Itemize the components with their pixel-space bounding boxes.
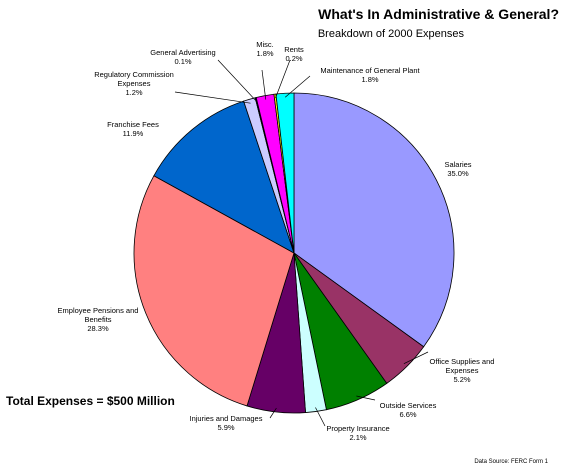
slice-salaries — [293, 92, 455, 348]
slice-employee-pensions — [133, 175, 295, 407]
slice-maintenance-general-plant — [275, 92, 295, 254]
leader-line-maintenance-general-plant — [284, 75, 311, 98]
slice-label-injuries-damages: Injuries and Damages 5.9% — [190, 414, 263, 432]
slice-label-general-advertising: General Advertising 0.1% — [150, 48, 215, 66]
slice-labels: Salaries 35.0% Office Supplies and Expenses… — [58, 40, 495, 442]
leader-lines — [174, 59, 429, 427]
data-source-note: Data Source: FERC Form 1 — [474, 459, 548, 465]
slice-label-maintenance-general-plant: Maintenance of General Plant 1.8% — [320, 66, 420, 84]
slice-label-salaries: Salaries 35.0% — [444, 160, 471, 178]
leader-line-regulatory-commission — [174, 91, 251, 104]
leader-line-injuries-damages — [269, 407, 277, 419]
slice-label-rents: Rents 0.2% — [284, 45, 304, 63]
slice-label-regulatory-commission: Regulatory Commission Expenses 1.2% — [94, 70, 174, 97]
leader-line-misc — [261, 69, 267, 100]
leader-line-rents — [275, 59, 291, 99]
slice-franchise-fees — [153, 100, 295, 254]
slice-label-misc: Misc. 1.8% — [256, 40, 274, 58]
slice-label-property-insurance: Property Insurance 2.1% — [326, 424, 389, 442]
slice-label-franchise-fees: Franchise Fees 11.9% — [107, 120, 159, 138]
slice-label-employee-pensions: Employee Pensions and Benefits 28.3% — [58, 306, 139, 333]
chart-subtitle: Breakdown of 2000 Expenses — [318, 28, 465, 40]
total-expenses-label: Total Expenses = $500 Million — [6, 394, 175, 408]
slice-label-outside-services: Outside Services 6.6% — [380, 401, 437, 419]
slice-label-office-supplies: Office Supplies and Expenses 5.2% — [430, 357, 495, 384]
chart-title: What's In Administrative & General? — [318, 6, 559, 22]
leader-line-property-insurance — [315, 407, 326, 427]
leader-line-office-supplies — [403, 351, 429, 365]
pie-slices — [133, 92, 455, 414]
leader-line-general-advertising — [217, 59, 257, 102]
leader-line-outside-services — [356, 395, 376, 401]
